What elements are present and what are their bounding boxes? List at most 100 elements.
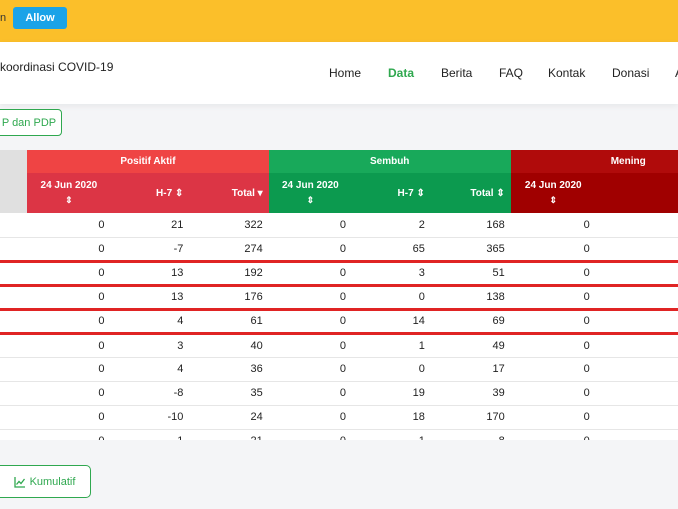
table-cell: 65	[352, 237, 431, 262]
table-cell: 0	[510, 333, 596, 358]
table-row[interactable]: 0 4 61 0 14 69 0	[0, 307, 678, 335]
sort-icon: ⇕	[174, 187, 184, 199]
table-cell: 0	[268, 429, 353, 440]
sort-icon: ⇕	[306, 195, 315, 205]
sort-sembuh-date[interactable]: 24 Jun 2020 ⇕	[268, 173, 353, 213]
table-cell: 365	[430, 237, 511, 262]
table-cell: 0	[510, 237, 596, 262]
table-row[interactable]: 0 13 192 0 3 51 0	[0, 259, 678, 287]
table-cell-region	[0, 333, 28, 358]
table-cell: 0	[27, 381, 111, 406]
table-cell-overflow	[595, 213, 678, 238]
sort-sembuh-h7[interactable]: H-7 ⇕	[352, 173, 431, 213]
table-cell: 274	[189, 237, 269, 262]
notification-bar: n Allow	[0, 0, 678, 42]
table-cell: 13	[110, 259, 190, 287]
sort-icon: ⇕	[549, 195, 558, 205]
table-cell: 0	[268, 307, 353, 335]
table-cell: 24	[189, 405, 269, 430]
nav-item-home[interactable]: Home	[329, 66, 362, 80]
kumulatif-label: Kumulatif	[29, 475, 76, 488]
nav-item-data[interactable]: Data	[388, 66, 415, 80]
subheader-h7-label: H-7	[156, 187, 173, 199]
table-cell: 1	[110, 429, 190, 440]
header-meninggal: Mening	[510, 150, 678, 173]
header-region	[0, 150, 28, 173]
table-cell-region	[0, 213, 28, 238]
subheader-h7-label: H-7	[397, 187, 414, 199]
table-cell-region	[0, 405, 28, 430]
table-cell: 322	[189, 213, 269, 238]
table-row[interactable]: 01210180	[0, 429, 678, 440]
table-cell: 69	[430, 307, 511, 335]
table-cell-overflow	[595, 381, 678, 406]
nav-item-donasi[interactable]: Donasi	[612, 66, 650, 80]
table-cell-overflow	[595, 285, 678, 310]
table-row[interactable]: 0 3 40 0 1 49 0	[0, 333, 678, 358]
sort-icon: ⇕	[496, 187, 505, 199]
subheader-date-label: 24 Jun 2020	[282, 180, 339, 191]
table-cell: 138	[430, 285, 511, 310]
table-cell: 0	[510, 405, 596, 430]
table-cell: 0	[510, 285, 596, 310]
header-sembuh: Sembuh	[268, 150, 511, 173]
subheader-total-label: Total	[470, 187, 494, 199]
table-row[interactable]: 0 -8 35 0 19 39 0	[0, 381, 678, 406]
sort-icon: ⇕	[416, 187, 425, 199]
table-cell: 35	[189, 381, 269, 406]
table-cell: 168	[430, 213, 511, 238]
table-cell-region	[0, 357, 28, 382]
table-row[interactable]: 0 -7 274 0 65 365 0	[0, 237, 678, 262]
table-cell: 39	[430, 381, 511, 406]
table-row[interactable]: 0 13 176 0 0 138 0	[0, 285, 678, 310]
table-cell: -7	[110, 237, 190, 262]
filter-odp-pdp-button[interactable]: P dan PDP	[0, 109, 62, 136]
nav-item-faq[interactable]: FAQ	[499, 66, 524, 80]
table-cell: -10	[110, 405, 190, 430]
table-cell: 18	[352, 405, 431, 430]
table-cell: 0	[27, 285, 111, 310]
table-cell: 0	[27, 405, 111, 430]
table-cell: 0	[268, 357, 353, 382]
table-row[interactable]: 0 4 36 0 0 17 0	[0, 357, 678, 382]
nav-item-kontak[interactable]: Kontak	[548, 66, 586, 80]
sort-meninggal-date[interactable]: 24 Jun 2020 ⇕	[510, 173, 596, 213]
table-cell: 0	[268, 213, 353, 238]
table-cell: 14	[352, 307, 431, 335]
data-table-container: Positif Aktif Sembuh Mening 24 Jun 2020 …	[0, 150, 678, 440]
table-cell: 0	[268, 285, 353, 310]
table-cell: 0	[268, 381, 353, 406]
table-cell: 0	[27, 357, 111, 382]
table-cell: 3	[110, 333, 190, 358]
kumulatif-button[interactable]: Kumulatif	[0, 465, 91, 498]
table-cell: 8	[430, 429, 511, 440]
allow-button[interactable]: Allow	[13, 7, 67, 29]
sort-sembuh-total[interactable]: Total ⇕	[430, 173, 511, 213]
sort-desc-icon: ▾	[257, 187, 263, 199]
line-chart-icon	[13, 476, 25, 488]
sort-positif-date[interactable]: 24 Jun 2020 ⇕	[27, 173, 111, 213]
table-cell-overflow	[595, 333, 678, 358]
table-cell-overflow	[595, 237, 678, 262]
nav-item-berita[interactable]: Berita	[441, 66, 473, 80]
sort-positif-total[interactable]: Total ▾	[189, 173, 269, 213]
table-cell: 0	[27, 307, 111, 335]
table-cell: 0	[27, 259, 111, 287]
table-cell: 0	[510, 357, 596, 382]
subheader-date-label: 24 Jun 2020	[40, 180, 98, 191]
table-cell: 21	[189, 429, 269, 440]
table-cell: 0	[268, 259, 353, 287]
sort-icon: ⇕	[65, 195, 73, 205]
nav-item-more[interactable]: A	[675, 66, 678, 80]
table-row[interactable]: 0 21 322 0 2 168 0	[0, 213, 678, 238]
table-cell: 192	[189, 259, 269, 287]
table-row[interactable]: 0 -10 24 0 18 170 0	[0, 405, 678, 430]
table-cell-overflow	[595, 429, 678, 440]
table-cell: 61	[189, 307, 269, 335]
table-cell: 0	[510, 381, 596, 406]
table-cell-overflow	[595, 307, 678, 335]
sort-positif-h7[interactable]: H-7 ⇕	[110, 173, 190, 213]
table-cell: 0	[27, 213, 111, 238]
notification-text: n	[0, 12, 7, 24]
subheader-total-label: Total	[231, 187, 255, 199]
